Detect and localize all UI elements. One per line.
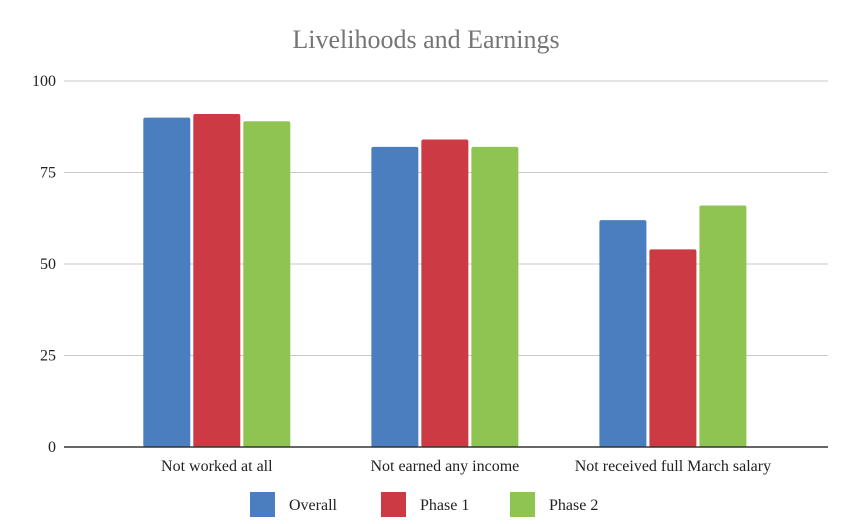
- legend: Overall Phase 1 Phase 2: [250, 492, 598, 517]
- legend-swatch: [250, 492, 275, 517]
- bar: [371, 146, 419, 447]
- bar: [599, 220, 647, 447]
- x-axis-categories: Not worked at all Not earned any income No…: [161, 458, 771, 475]
- bars: [143, 113, 747, 447]
- legend-swatch: [510, 492, 535, 517]
- legend-swatch: [381, 492, 406, 517]
- bar: [243, 121, 291, 447]
- x-category-label: Not received full March salary: [575, 458, 771, 475]
- y-tick-label: 50: [40, 256, 56, 273]
- bar: [471, 146, 519, 447]
- bar: [143, 117, 191, 447]
- legend-label: Phase 1: [420, 497, 469, 514]
- bar: [699, 205, 747, 447]
- y-tick-label: 75: [40, 165, 56, 182]
- y-tick-label: 100: [32, 73, 56, 90]
- bar: [649, 249, 697, 447]
- y-tick-label: 0: [48, 439, 56, 456]
- legend-label: Phase 2: [549, 497, 598, 514]
- x-category-label: Not worked at all: [161, 458, 273, 475]
- x-category-label: Not earned any income: [370, 458, 519, 475]
- chart-title: Livelihoods and Earnings: [292, 25, 559, 54]
- legend-label: Overall: [289, 497, 338, 514]
- bar: [193, 113, 241, 447]
- y-tick-label: 25: [40, 348, 56, 365]
- y-axis-ticks: 0 25 50 75 100: [32, 73, 56, 456]
- bar: [421, 139, 469, 447]
